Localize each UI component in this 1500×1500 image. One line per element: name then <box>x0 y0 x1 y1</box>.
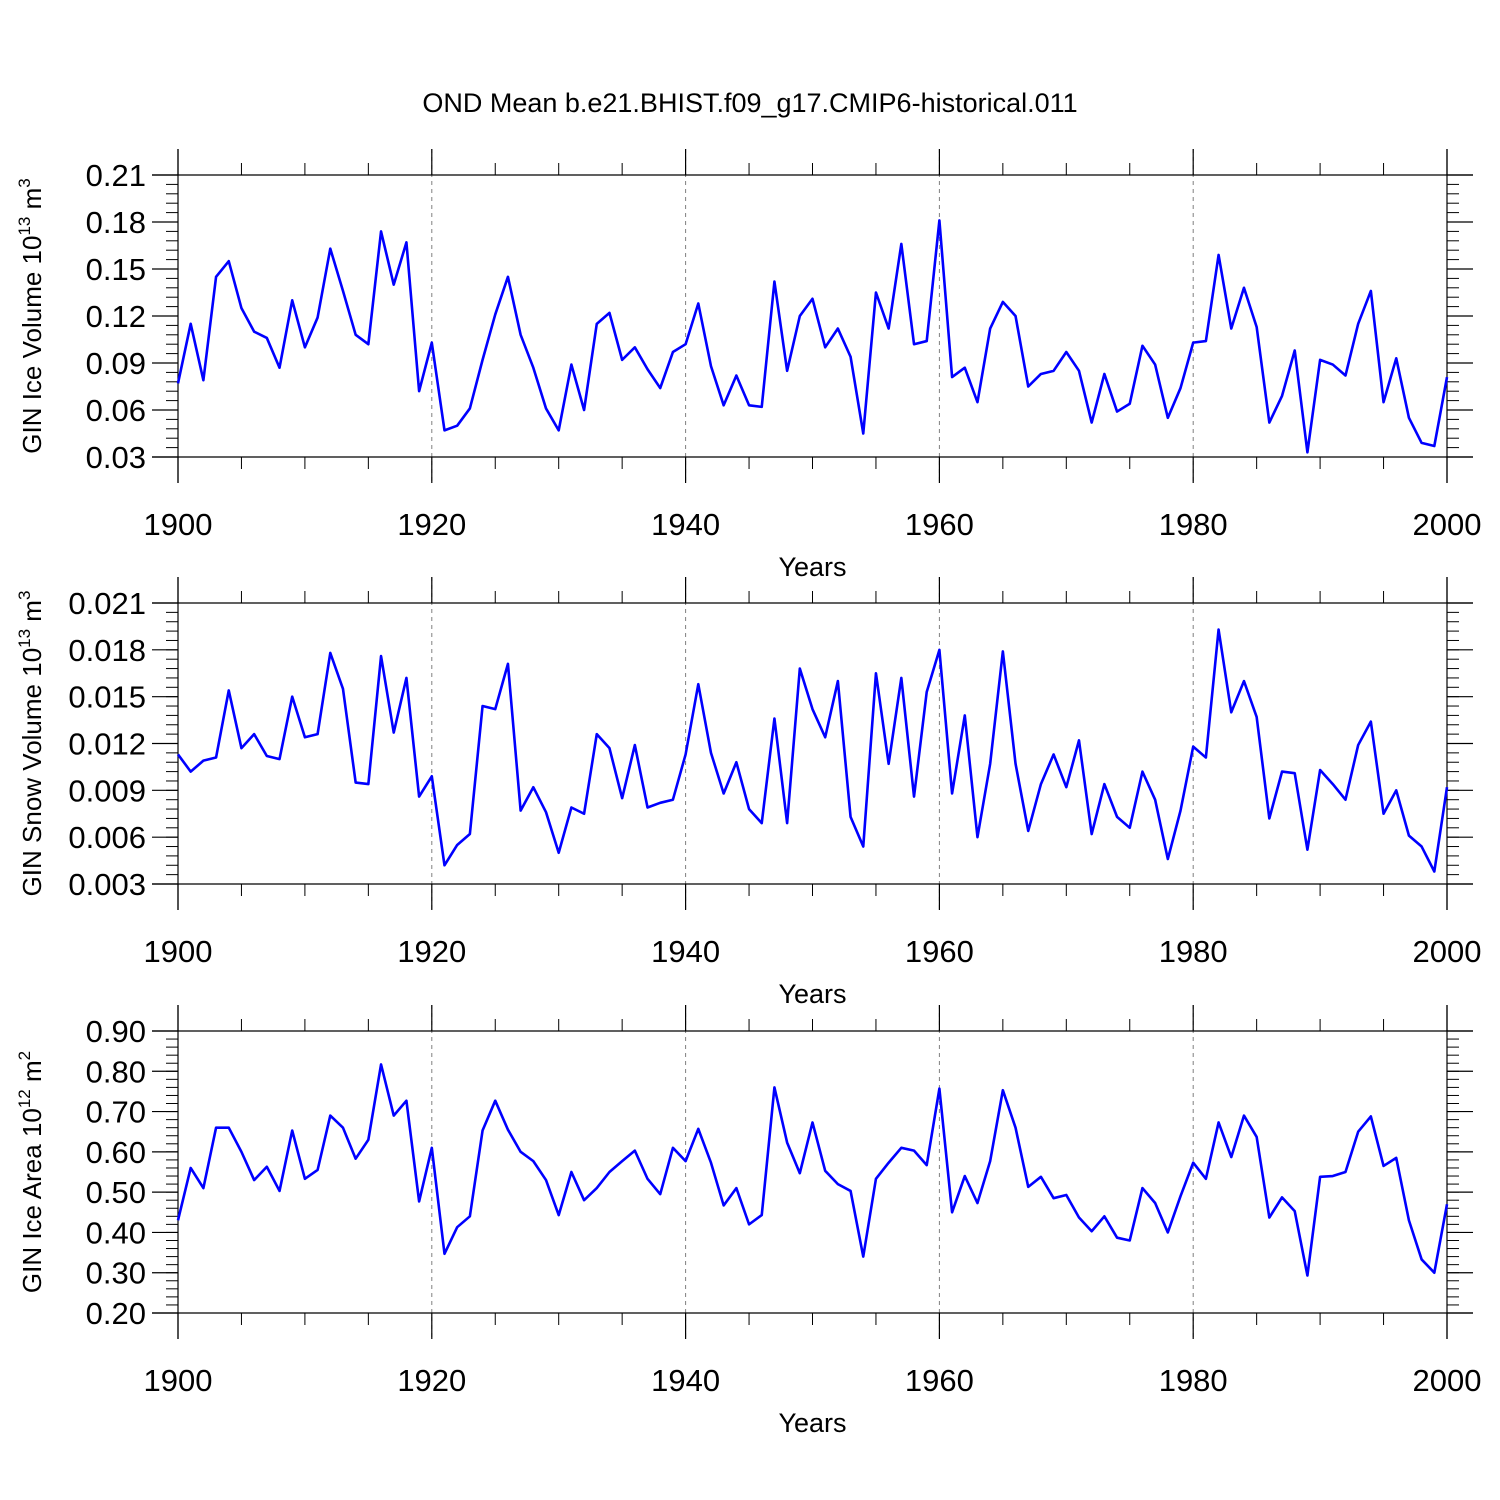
y-tick-label: 0.009 <box>68 773 146 808</box>
y-tick-label: 0.30 <box>86 1256 146 1291</box>
y-axis-label-unit-exponent: 2 <box>15 1051 34 1060</box>
data-series-line <box>176 1063 1449 1277</box>
x-tick-label: 1960 <box>905 934 974 969</box>
x-tick-label: 1940 <box>651 1363 720 1398</box>
chart-panel-3: 0.20 0.30 0.40 0.50 0.60 0.70 0.80 0.90 1900 1920… <box>15 1005 1481 1438</box>
y-axis-label-exponent: 13 <box>15 217 34 236</box>
x-tick-label: 1900 <box>144 934 213 969</box>
x-axis-label: Years <box>778 979 846 1009</box>
x-tick-label: 2000 <box>1413 934 1482 969</box>
x-tick-label: 1920 <box>397 934 466 969</box>
figure-title: OND Mean b.e21.BHIST.f09_g17.CMIP6-histo… <box>422 88 1077 118</box>
y-axis-label-text: GIN Ice Volume 10 <box>17 236 47 454</box>
x-tick-label: 1940 <box>651 934 720 969</box>
x-tick-label: 1920 <box>397 1363 466 1398</box>
y-axis-label-unit: m <box>17 600 47 629</box>
y-tick-label: 0.12 <box>86 299 146 334</box>
x-axis-label: Years <box>778 1408 846 1438</box>
y-axis-label: GIN Ice Volume 1013 m3 <box>15 178 47 454</box>
y-axis-label-unit: m <box>17 188 47 217</box>
y-tick-label: 0.70 <box>86 1095 146 1130</box>
x-tick-label: 1940 <box>651 507 720 542</box>
chart-panel-2: 0.003 0.006 0.009 0.012 0.015 0.018 0.021 1900 1… <box>15 577 1481 1009</box>
y-tick-label: 0.60 <box>86 1135 146 1170</box>
y-tick-label: 0.006 <box>68 820 146 855</box>
y-tick-label: 0.018 <box>68 633 146 668</box>
y-axis-label-text: GIN Snow Volume 10 <box>17 648 47 897</box>
y-tick-label: 0.015 <box>68 680 146 715</box>
x-tick-label: 2000 <box>1413 1363 1482 1398</box>
y-tick-label: 0.021 <box>68 586 146 621</box>
x-tick-label: 1980 <box>1159 1363 1228 1398</box>
y-tick-label: 0.03 <box>86 440 146 475</box>
y-tick-label: 0.06 <box>86 393 146 428</box>
x-tick-label: 1900 <box>144 507 213 542</box>
y-tick-label: 0.21 <box>86 158 146 193</box>
x-tick-label: 1900 <box>144 1363 213 1398</box>
y-tick-label: 0.09 <box>86 346 146 381</box>
y-tick-label: 0.20 <box>86 1296 146 1331</box>
x-tick-label: 1920 <box>397 507 466 542</box>
data-series-line <box>176 219 1449 454</box>
y-tick-label: 0.50 <box>86 1175 146 1210</box>
y-tick-label: 0.40 <box>86 1215 146 1250</box>
x-tick-label: 1960 <box>905 1363 974 1398</box>
y-tick-label: 0.012 <box>68 727 146 762</box>
y-tick-label: 0.90 <box>86 1014 146 1049</box>
panels: 0.03 0.06 0.09 0.12 0.15 0.18 0.21 1900 1920 1940… <box>15 149 1481 1438</box>
y-axis-label-exponent: 13 <box>15 629 34 648</box>
y-tick-label: 0.80 <box>86 1054 146 1089</box>
x-tick-label: 2000 <box>1413 507 1482 542</box>
y-axis-label-text: GIN Ice Area 10 <box>17 1108 47 1293</box>
y-tick-label: 0.15 <box>86 252 146 287</box>
y-axis-label-exponent: 12 <box>15 1089 34 1108</box>
x-axis-label: Years <box>778 552 846 582</box>
y-axis-label-unit: m <box>17 1060 47 1089</box>
data-series-line <box>176 628 1449 873</box>
y-tick-label: 0.003 <box>68 867 146 902</box>
y-axis-label: GIN Snow Volume 1013 m3 <box>15 591 47 897</box>
y-axis-label-unit-exponent: 3 <box>15 178 34 187</box>
y-axis-label-unit-exponent: 3 <box>15 591 34 600</box>
x-tick-label: 1980 <box>1159 507 1228 542</box>
x-tick-label: 1960 <box>905 507 974 542</box>
y-tick-label: 0.18 <box>86 205 146 240</box>
x-tick-label: 1980 <box>1159 934 1228 969</box>
y-axis-label: GIN Ice Area 1012 m2 <box>15 1051 47 1293</box>
chart-panel-1: 0.03 0.06 0.09 0.12 0.15 0.18 0.21 1900 1920 1940… <box>15 149 1481 582</box>
